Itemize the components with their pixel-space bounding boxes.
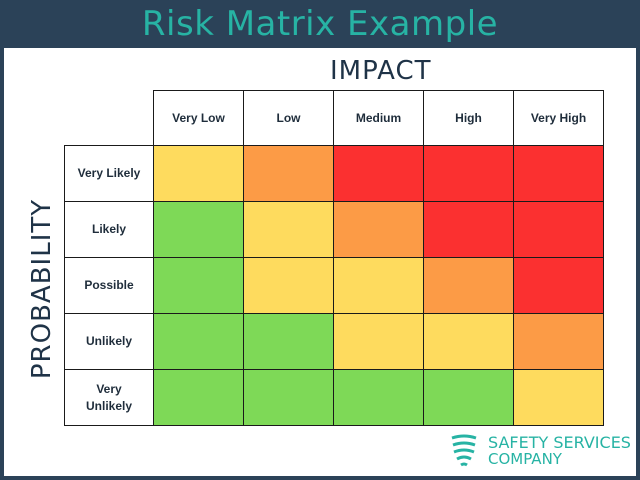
risk-cell <box>334 370 424 426</box>
probability-header: Unlikely <box>64 314 154 370</box>
company-logo: SAFETY SERVICES COMPANY <box>450 434 631 468</box>
probability-header: Very Likely <box>64 146 154 202</box>
risk-cell <box>424 258 514 314</box>
risk-cell <box>424 146 514 202</box>
risk-cell <box>154 258 244 314</box>
risk-cell <box>424 202 514 258</box>
impact-header: Medium <box>334 90 424 146</box>
risk-cell <box>424 314 514 370</box>
risk-matrix: Very Low Low Medium High Very High Very Likel… <box>64 90 604 426</box>
risk-cell <box>514 202 604 258</box>
risk-cell <box>154 146 244 202</box>
risk-cell <box>244 258 334 314</box>
risk-cell <box>514 258 604 314</box>
impact-header: High <box>424 90 514 146</box>
title-bar: Risk Matrix Example <box>0 0 640 48</box>
risk-cell <box>244 370 334 426</box>
matrix-corner <box>64 90 154 146</box>
impact-header: Very High <box>514 90 604 146</box>
impact-header: Low <box>244 90 334 146</box>
risk-cell <box>514 146 604 202</box>
logo-line-2: COMPANY <box>488 449 562 468</box>
risk-cell <box>334 314 424 370</box>
risk-cell <box>244 202 334 258</box>
risk-cell <box>514 370 604 426</box>
probability-header: Possible <box>64 258 154 314</box>
shield-icon <box>451 434 477 467</box>
logo-line-1: SAFETY SERVICES <box>488 432 631 452</box>
page-title: Risk Matrix Example <box>141 4 499 44</box>
probability-header: Very Unlikely <box>64 370 154 426</box>
risk-cell <box>154 370 244 426</box>
impact-header: Very Low <box>154 90 244 146</box>
probability-axis-label: PROBABILITY <box>27 198 57 380</box>
risk-cell <box>244 146 334 202</box>
risk-cell <box>334 202 424 258</box>
risk-cell <box>514 314 604 370</box>
risk-cell <box>244 314 334 370</box>
risk-cell <box>154 314 244 370</box>
risk-cell <box>334 146 424 202</box>
risk-cell <box>334 258 424 314</box>
probability-header: Likely <box>64 202 154 258</box>
impact-axis-label: IMPACT <box>330 56 432 86</box>
risk-cell <box>154 202 244 258</box>
risk-cell <box>424 370 514 426</box>
